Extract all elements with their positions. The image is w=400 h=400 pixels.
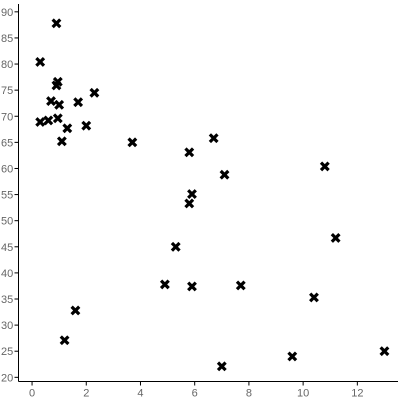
y-tick-label: 65 [1,137,13,149]
data-point-x-marker [35,117,46,127]
data-point-x-marker [81,120,92,131]
data-point-x-marker [56,136,67,147]
data-point-x-marker [319,161,330,172]
y-tick-label: 90 [1,7,13,19]
y-tick-label: 30 [1,320,13,332]
y-ticks: 20 25 30 35 40 45 50 55 60 65 70 75 80 85 90 [1,7,19,384]
y-tick-label: 20 [1,372,13,384]
x-tick-label: 8 [246,388,252,400]
y-tick-label: 60 [1,163,13,175]
x-ticks: 0 2 4 6 8 10 12 [29,381,363,400]
data-point-x-marker [89,87,100,98]
data-points [35,18,390,372]
x-tick-label: 4 [137,388,143,400]
data-point-x-marker [184,198,195,209]
y-tick-label: 80 [1,59,13,71]
data-point-x-marker [62,123,73,134]
data-point-x-marker [43,115,54,126]
x-tick-label: 12 [351,388,363,400]
data-point-x-marker [287,351,298,362]
axes [18,4,398,382]
y-tick-label: 55 [1,190,13,202]
data-point-x-marker [51,18,62,29]
data-point-x-marker [52,113,63,124]
y-tick-label: 45 [1,242,13,254]
data-point-x-marker [35,57,46,67]
data-point-x-marker [54,99,65,110]
data-point-x-marker [159,279,170,290]
y-tick-label: 70 [1,111,13,123]
x-tick-label: 0 [29,388,35,400]
data-point-x-marker [70,305,81,316]
data-point-x-marker [219,169,230,180]
data-point-x-marker [330,232,341,243]
y-tick-label: 85 [1,33,13,45]
y-tick-label: 75 [1,85,13,97]
y-tick-label: 50 [1,216,13,228]
y-tick-label: 35 [1,294,13,306]
data-point-x-marker [208,133,219,144]
x-tick-label: 2 [83,388,89,400]
x-tick-label: 10 [297,388,309,400]
data-point-x-marker [46,96,56,107]
data-point-x-marker [235,280,246,291]
data-point-x-marker [187,189,197,199]
data-point-x-marker [379,346,390,357]
data-point-x-marker [216,361,227,372]
y-tick-label: 40 [1,268,13,280]
data-point-x-marker [184,147,195,158]
data-point-x-marker [51,80,62,91]
data-point-x-marker [127,137,138,148]
y-tick-label: 25 [1,346,13,358]
data-point-x-marker [73,97,84,108]
data-point-x-marker [309,292,319,303]
x-tick-label: 6 [192,388,198,400]
data-point-x-marker [59,335,70,346]
data-point-x-marker [170,241,181,252]
data-point-x-marker [187,281,197,292]
